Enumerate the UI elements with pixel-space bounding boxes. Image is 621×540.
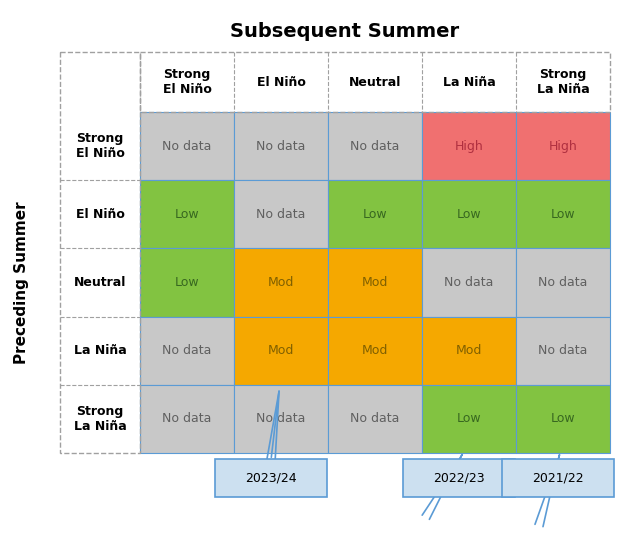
- Text: El Niño: El Niño: [76, 208, 124, 221]
- Bar: [516, 112, 610, 180]
- Text: Low: Low: [456, 208, 481, 221]
- Text: 2023/24: 2023/24: [245, 471, 297, 484]
- Bar: [140, 316, 234, 385]
- Text: Mod: Mod: [268, 276, 294, 289]
- Text: Mod: Mod: [456, 344, 482, 357]
- Text: No data: No data: [162, 344, 212, 357]
- Text: No data: No data: [256, 208, 306, 221]
- Text: Low: Low: [551, 413, 575, 426]
- Text: No data: No data: [350, 413, 400, 426]
- Text: No data: No data: [162, 413, 212, 426]
- Text: 2021/22: 2021/22: [532, 471, 584, 484]
- Text: Mod: Mod: [362, 276, 388, 289]
- Bar: [140, 112, 234, 180]
- Text: Mod: Mod: [268, 344, 294, 357]
- Bar: [328, 385, 422, 453]
- Text: No data: No data: [256, 140, 306, 153]
- Bar: [516, 316, 610, 385]
- Bar: [516, 180, 610, 248]
- Text: High: High: [548, 140, 578, 153]
- Bar: [422, 248, 516, 316]
- Text: Low: Low: [363, 208, 388, 221]
- Text: No data: No data: [538, 276, 587, 289]
- Text: No data: No data: [444, 276, 494, 289]
- Text: Low: Low: [551, 208, 575, 221]
- Bar: [234, 385, 328, 453]
- Bar: [234, 316, 328, 385]
- Text: Low: Low: [456, 413, 481, 426]
- Bar: [422, 180, 516, 248]
- FancyBboxPatch shape: [502, 459, 614, 497]
- Bar: [140, 248, 234, 316]
- Bar: [328, 248, 422, 316]
- Bar: [140, 385, 234, 453]
- Text: La Niña: La Niña: [74, 344, 127, 357]
- Bar: [516, 248, 610, 316]
- Text: Low: Low: [175, 208, 199, 221]
- Bar: [516, 385, 610, 453]
- Bar: [328, 316, 422, 385]
- Text: La Niña: La Niña: [443, 76, 496, 89]
- Text: Low: Low: [175, 276, 199, 289]
- Text: Neutral: Neutral: [349, 76, 401, 89]
- Text: No data: No data: [162, 140, 212, 153]
- Text: Mod: Mod: [362, 344, 388, 357]
- Text: No data: No data: [350, 140, 400, 153]
- Text: Subsequent Summer: Subsequent Summer: [230, 22, 460, 41]
- Text: Neutral: Neutral: [74, 276, 126, 289]
- FancyBboxPatch shape: [215, 459, 327, 497]
- Text: Strong
La Niña: Strong La Niña: [74, 405, 127, 433]
- Bar: [328, 180, 422, 248]
- Bar: [234, 248, 328, 316]
- Text: No data: No data: [538, 344, 587, 357]
- Bar: [140, 180, 234, 248]
- Text: 2022/23: 2022/23: [433, 471, 485, 484]
- Text: No data: No data: [256, 413, 306, 426]
- Bar: [422, 385, 516, 453]
- Bar: [234, 112, 328, 180]
- Text: Strong
El Niño: Strong El Niño: [163, 68, 211, 96]
- Bar: [234, 180, 328, 248]
- Text: Preceding Summer: Preceding Summer: [14, 201, 30, 364]
- FancyBboxPatch shape: [403, 459, 515, 497]
- Text: Strong
El Niño: Strong El Niño: [76, 132, 124, 160]
- Bar: [422, 112, 516, 180]
- Bar: [328, 112, 422, 180]
- Text: El Niño: El Niño: [256, 76, 306, 89]
- Text: High: High: [455, 140, 483, 153]
- Text: Strong
La Niña: Strong La Niña: [537, 68, 589, 96]
- Bar: [422, 316, 516, 385]
